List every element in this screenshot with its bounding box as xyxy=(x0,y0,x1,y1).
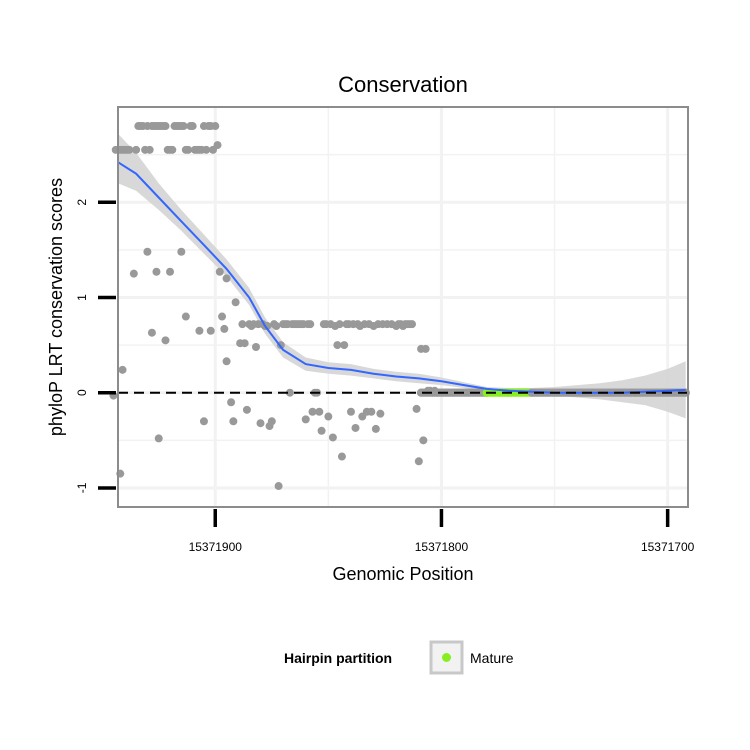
data-point xyxy=(132,145,141,154)
y-tick-label: -1 xyxy=(75,482,89,493)
data-point xyxy=(324,412,333,421)
legend-title: Hairpin partition xyxy=(284,650,392,666)
x-tick-label: 15371900 xyxy=(189,540,243,554)
data-point xyxy=(206,326,215,335)
data-point xyxy=(328,433,337,442)
data-point xyxy=(184,145,193,154)
data-point xyxy=(272,322,281,331)
data-point xyxy=(199,417,208,426)
data-point xyxy=(118,365,127,374)
data-point xyxy=(229,417,238,426)
data-point xyxy=(220,324,229,333)
data-point xyxy=(376,409,385,418)
data-point xyxy=(301,415,310,424)
data-point xyxy=(308,407,317,416)
data-point xyxy=(177,247,186,256)
x-tick-label: 15371700 xyxy=(641,540,695,554)
data-point xyxy=(227,398,236,407)
data-point xyxy=(340,341,349,350)
data-point xyxy=(238,320,247,329)
data-point xyxy=(367,407,376,416)
data-point xyxy=(161,122,170,131)
data-point xyxy=(267,417,276,426)
data-point xyxy=(147,328,156,337)
data-point xyxy=(263,322,272,331)
data-point xyxy=(306,320,315,329)
data-point xyxy=(408,320,417,329)
data-point xyxy=(412,404,421,413)
data-point xyxy=(222,357,231,366)
data-point xyxy=(242,405,251,414)
y-tick-label: 0 xyxy=(75,389,89,396)
data-point xyxy=(188,122,197,131)
data-point xyxy=(231,298,240,307)
legend-swatch-mature xyxy=(442,653,451,662)
smooth-line-layer xyxy=(117,161,686,394)
y-axis-title: phyloP LRT conservation scores xyxy=(46,178,66,436)
data-point xyxy=(213,141,222,150)
smooth-line xyxy=(117,161,686,394)
x-tick-label: 15371800 xyxy=(415,540,469,554)
data-point xyxy=(154,434,163,443)
data-point xyxy=(161,336,170,345)
legend-label-mature: Mature xyxy=(470,650,514,666)
data-point xyxy=(414,457,423,466)
y-tick-label: 2 xyxy=(75,199,89,206)
y-tick-label: 1 xyxy=(75,294,89,301)
data-point xyxy=(285,388,294,397)
data-point xyxy=(371,424,380,433)
data-point xyxy=(315,407,324,416)
data-point xyxy=(152,267,161,276)
data-point xyxy=(274,482,283,491)
legend: Hairpin partition Mature xyxy=(284,640,514,675)
data-point xyxy=(333,341,342,350)
data-point xyxy=(143,247,152,256)
data-point xyxy=(419,436,428,445)
data-point xyxy=(421,344,430,353)
data-point xyxy=(351,423,360,432)
data-point xyxy=(195,326,204,335)
data-point xyxy=(202,145,211,154)
data-point xyxy=(335,320,344,329)
data-point xyxy=(222,274,231,283)
data-point xyxy=(240,339,249,348)
data-point xyxy=(181,312,190,321)
data-point xyxy=(251,343,260,351)
data-point xyxy=(317,426,326,435)
data-point xyxy=(179,122,188,131)
data-point xyxy=(215,267,224,276)
x-axis: 15371900 15371800 15371700 xyxy=(189,509,695,554)
data-point xyxy=(145,145,154,154)
y-axis: -1 0 1 2 xyxy=(75,199,116,493)
plot-panel-border xyxy=(117,106,689,508)
plot-panel xyxy=(118,107,688,507)
data-point xyxy=(337,452,346,461)
data-point xyxy=(168,145,177,154)
data-point xyxy=(129,269,138,278)
data-point xyxy=(346,407,355,416)
data-point xyxy=(256,419,265,428)
chart-title: Conservation xyxy=(338,72,468,97)
x-axis-title: Genomic Position xyxy=(332,564,473,584)
data-point xyxy=(218,312,227,321)
data-point xyxy=(166,267,175,276)
data-point xyxy=(211,122,220,131)
data-point xyxy=(125,145,134,154)
